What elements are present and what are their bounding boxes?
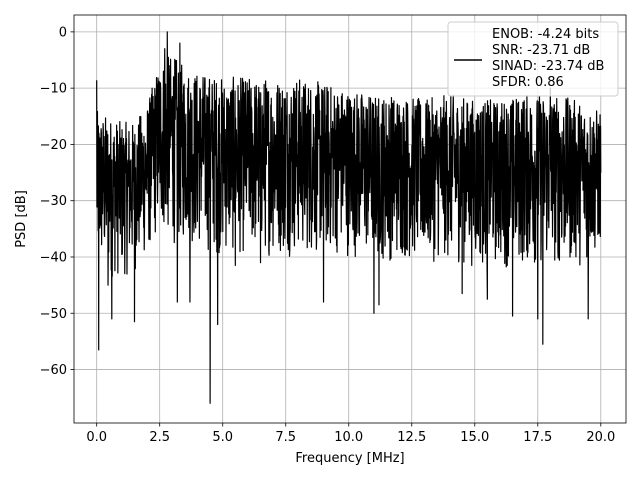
x-tick-label: 5.0: [212, 430, 233, 445]
y-tick-label: −10: [40, 82, 67, 97]
x-tick-label: 7.5: [275, 430, 296, 445]
psd-series-line: [96, 31, 602, 404]
axes-frame: [73, 14, 627, 424]
y-tick-label: −30: [40, 194, 67, 209]
y-tick-label: 0: [59, 25, 67, 40]
y-tick-label: −60: [40, 363, 67, 378]
legend-box: [447, 21, 619, 97]
x-tick-label: 15.0: [460, 430, 489, 445]
legend: ENOB: -4.24 bits SNR: -23.71 dB SINAD: -…: [447, 21, 619, 97]
x-tick-label: 20.0: [586, 430, 615, 445]
x-tick-label: 0.0: [86, 430, 107, 445]
legend-snr: SNR: -23.71 dB: [492, 43, 590, 58]
y-tick-label: −50: [40, 307, 67, 322]
y-tick-label: −40: [40, 250, 67, 265]
x-tick-label: 12.5: [397, 430, 426, 445]
legend-enob: ENOB: -4.24 bits: [492, 27, 599, 42]
y-axis-label: PSD [dB]: [14, 190, 29, 248]
legend-sinad: SINAD: -23.74 dB: [492, 59, 604, 74]
x-tick-label: 2.5: [149, 430, 170, 445]
x-tick-label: 10.0: [334, 430, 363, 445]
plot-area: [96, 31, 602, 404]
y-tick-label: −20: [40, 138, 67, 153]
x-tick-label: 17.5: [523, 430, 552, 445]
axis-ticks: 0.0 2.5 5.0 7.5 10.0 12.5 15.0 17.5 20.0 0 −10 −20 −…: [40, 25, 616, 445]
x-axis-label: Frequency [MHz]: [295, 451, 404, 466]
legend-sfdr: SFDR: 0.86: [492, 75, 564, 90]
